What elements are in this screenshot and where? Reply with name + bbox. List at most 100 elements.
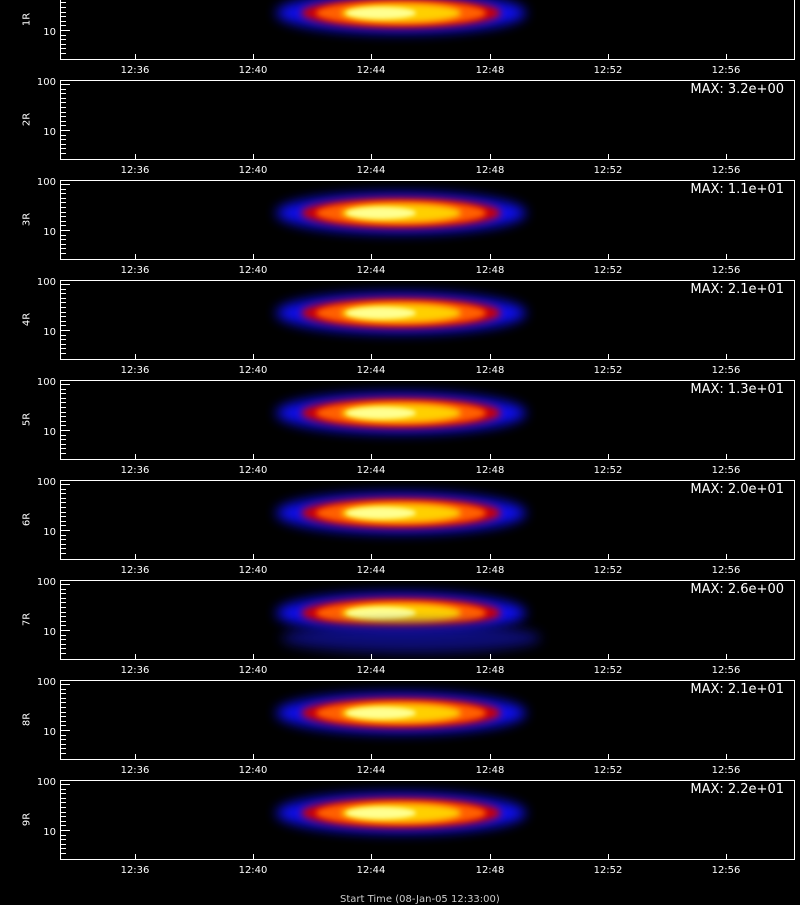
max-label: MAX: 3.2e+00 — [690, 82, 784, 97]
x-tick-mark — [608, 854, 609, 859]
y-minor-tick — [61, 248, 66, 250]
y-minor-tick — [61, 543, 66, 545]
y-minor-tick — [61, 16, 66, 18]
y-minor-tick — [61, 711, 66, 713]
x-tick-mark — [135, 654, 136, 659]
y-minor-tick — [61, 111, 66, 113]
y-minor-tick — [61, 139, 66, 141]
y-tick-label: 10 — [43, 227, 56, 238]
y-minor-tick — [61, 493, 66, 495]
y-tick-label: 10 — [43, 727, 56, 738]
x-tick-mark — [490, 354, 491, 359]
x-tick-label: 12:36 — [120, 865, 150, 876]
y-minor-tick — [61, 697, 66, 699]
x-tick-label: 12:40 — [238, 465, 268, 476]
y-minor-tick — [61, 353, 66, 354]
x-tick-mark — [135, 154, 136, 159]
y-minor-tick — [61, 316, 66, 318]
y-tick-label: 100 — [36, 177, 56, 188]
x-tick-mark — [490, 854, 491, 859]
x-tick-mark — [608, 54, 609, 59]
plot-frame — [60, 180, 795, 260]
x-tick-label: 12:44 — [356, 765, 386, 776]
y-minor-tick — [61, 220, 66, 222]
x-tick-mark — [726, 54, 727, 59]
y-minor-tick — [61, 611, 66, 613]
max-label: MAX: 1.3e+01 — [690, 382, 784, 397]
x-tick-mark — [253, 554, 254, 559]
y-minor-tick — [61, 497, 66, 499]
x-tick-label: 12:36 — [120, 65, 150, 76]
y-minor-tick — [61, 284, 70, 285]
y-minor-tick — [61, 739, 66, 741]
y-minor-tick — [61, 453, 66, 454]
y-minor-tick — [61, 793, 66, 795]
x-tick-mark — [371, 854, 372, 859]
y-minor-tick — [61, 653, 66, 654]
x-tick-label: 12:52 — [593, 265, 623, 276]
x-tick-label: 12:48 — [475, 365, 505, 376]
y-minor-tick — [61, 625, 66, 627]
x-tick-mark — [608, 154, 609, 159]
y-minor-tick — [61, 288, 66, 290]
y-minor-tick — [61, 339, 66, 341]
x-tick-label: 12:40 — [238, 665, 268, 676]
y-minor-tick — [61, 725, 66, 727]
x-tick-label: 12:52 — [593, 865, 623, 876]
x-tick-mark — [608, 354, 609, 359]
x-tick-mark — [253, 454, 254, 459]
max-label: MAX: 2.2e+01 — [690, 782, 784, 797]
x-tick-label: 12:40 — [238, 165, 268, 176]
y-minor-tick — [61, 130, 70, 131]
x-tick-label: 12:56 — [711, 765, 741, 776]
y-minor-tick — [61, 230, 70, 231]
y-minor-tick — [61, 788, 66, 790]
x-tick-mark — [371, 54, 372, 59]
x-tick-mark — [608, 654, 609, 659]
x-tick-label: 12:52 — [593, 565, 623, 576]
x-tick-label: 12:44 — [356, 665, 386, 676]
x-tick-mark — [490, 54, 491, 59]
x-tick-mark — [135, 754, 136, 759]
y-minor-tick — [61, 820, 66, 822]
y-minor-tick — [61, 202, 66, 204]
y-minor-tick — [61, 716, 66, 718]
y-minor-tick — [61, 511, 66, 513]
y-minor-tick — [61, 153, 66, 154]
y-minor-tick — [61, 11, 66, 13]
y-minor-tick — [61, 234, 66, 236]
x-tick-mark — [371, 654, 372, 659]
x-tick-mark — [490, 154, 491, 159]
y-minor-tick — [61, 20, 66, 22]
x-tick-label: 12:52 — [593, 665, 623, 676]
y-minor-tick — [61, 188, 66, 190]
y-minor-tick — [61, 330, 70, 331]
x-tick-label: 12:44 — [356, 365, 386, 376]
y-tick-label: 100 — [36, 777, 56, 788]
x-tick-label: 12:56 — [711, 865, 741, 876]
y-minor-tick — [61, 707, 66, 708]
y-minor-tick — [61, 411, 66, 413]
y-minor-tick — [61, 602, 66, 604]
y-minor-tick — [61, 539, 66, 541]
y-minor-tick — [61, 30, 70, 31]
y-tick-label: 100 — [36, 377, 56, 388]
x-tick-mark — [608, 254, 609, 259]
panel-3R: MAX: 1.1e+01 3R 100 10 12:36 12:40 12:44 12:48 1… — [0, 177, 800, 280]
y-minor-tick — [61, 225, 66, 227]
signal-layer — [346, 207, 416, 219]
y-minor-tick — [61, 384, 70, 385]
x-tick-label: 12:52 — [593, 765, 623, 776]
x-tick-mark — [726, 654, 727, 659]
x-tick-label: 12:56 — [711, 265, 741, 276]
panel-6R: MAX: 2.0e+01 6R 100 10 12:36 12:40 12:44 12:48 1… — [0, 477, 800, 580]
y-minor-tick — [61, 216, 66, 218]
max-label: MAX: 2.1e+01 — [690, 682, 784, 697]
panel-2R: MAX: 3.2e+00 2R 100 10 12:36 12:40 12:44 12:48 1… — [0, 77, 800, 180]
x-tick-mark — [135, 554, 136, 559]
x-tick-label: 12:56 — [711, 365, 741, 376]
x-tick-label: 12:40 — [238, 565, 268, 576]
x-tick-mark — [253, 654, 254, 659]
y-minor-tick — [61, 597, 66, 599]
y-minor-tick — [61, 193, 66, 195]
